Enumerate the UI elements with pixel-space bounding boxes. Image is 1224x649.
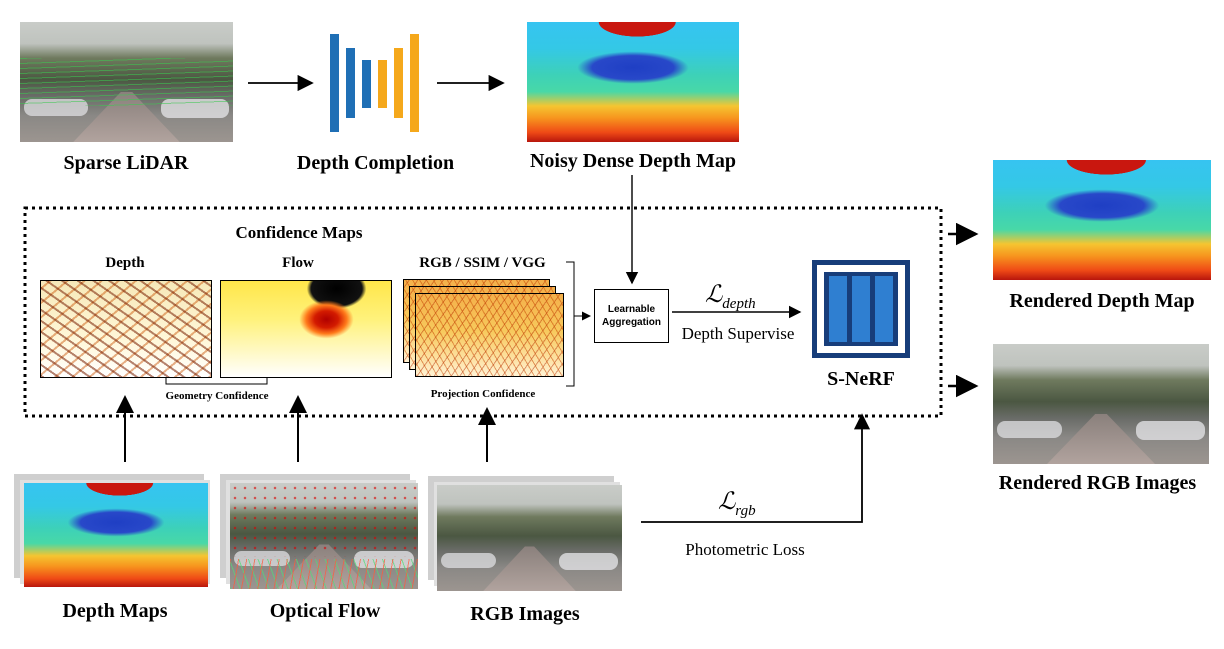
depth-completion-label: Depth Completion: [296, 152, 455, 174]
arrow-rgb-loss: [641, 413, 871, 523]
loss-depth-symbol: ℒ: [705, 282, 723, 308]
depth-confidence-map: [40, 280, 212, 378]
loss-rgb-subscript: rgb: [735, 502, 756, 519]
rgb-confidence-map-1: [415, 293, 564, 377]
noisy-dense-depth-label: Noisy Dense Depth Map: [529, 150, 737, 172]
aggregation-line1: Learnable: [607, 304, 656, 315]
photometric-loss-label: Photometric Loss: [685, 540, 805, 559]
loss-rgb-symbol: ℒ: [718, 489, 736, 515]
loss-depth: ℒdepth: [705, 280, 756, 313]
rendered-depth-label: Rendered Depth Map: [1009, 290, 1195, 312]
depth-supervise-label: Depth Supervise: [681, 324, 795, 343]
depth-maps-label: Depth Maps: [62, 600, 168, 622]
loss-rgb: ℒrgb: [718, 487, 756, 520]
flow-confidence-map: [220, 280, 392, 378]
confidence-maps-title: Confidence Maps: [235, 223, 363, 242]
loss-depth-subscript: depth: [722, 295, 756, 312]
optical-flow-image: [230, 483, 418, 589]
sparse-lidar-image: [20, 22, 233, 142]
depth-completion-network-icon: [330, 34, 422, 134]
projection-confidence-label: Projection Confidence: [430, 388, 536, 400]
geometry-confidence-label: Geometry Confidence: [165, 390, 269, 402]
confidence-box: [23, 206, 943, 418]
conf-rgb-title: RGB / SSIM / VGG: [419, 255, 546, 271]
rgb-bracket: [566, 261, 575, 387]
rendered-rgb-label: Rendered RGB Images: [998, 472, 1197, 494]
rendered-rgb-image: [993, 344, 1209, 464]
aggregation-line2: Aggregation: [602, 317, 661, 328]
snerf-label: S-NeRF: [827, 368, 895, 390]
rgb-images-label: RGB Images: [470, 603, 580, 625]
depth-maps-image: [24, 483, 208, 587]
learnable-aggregation-box: Learnable Aggregation: [594, 289, 669, 343]
optical-flow-label: Optical Flow: [269, 600, 381, 622]
snerf-icon: [812, 260, 910, 358]
rendered-depth-image: [993, 160, 1211, 280]
sparse-lidar-label: Sparse LiDAR: [63, 152, 189, 174]
conf-flow-title: Flow: [282, 255, 314, 271]
geometry-bracket: [165, 377, 268, 385]
conf-depth-title: Depth: [105, 255, 145, 271]
noisy-dense-depth-image: [527, 22, 739, 142]
rgb-images-image: [437, 485, 622, 591]
